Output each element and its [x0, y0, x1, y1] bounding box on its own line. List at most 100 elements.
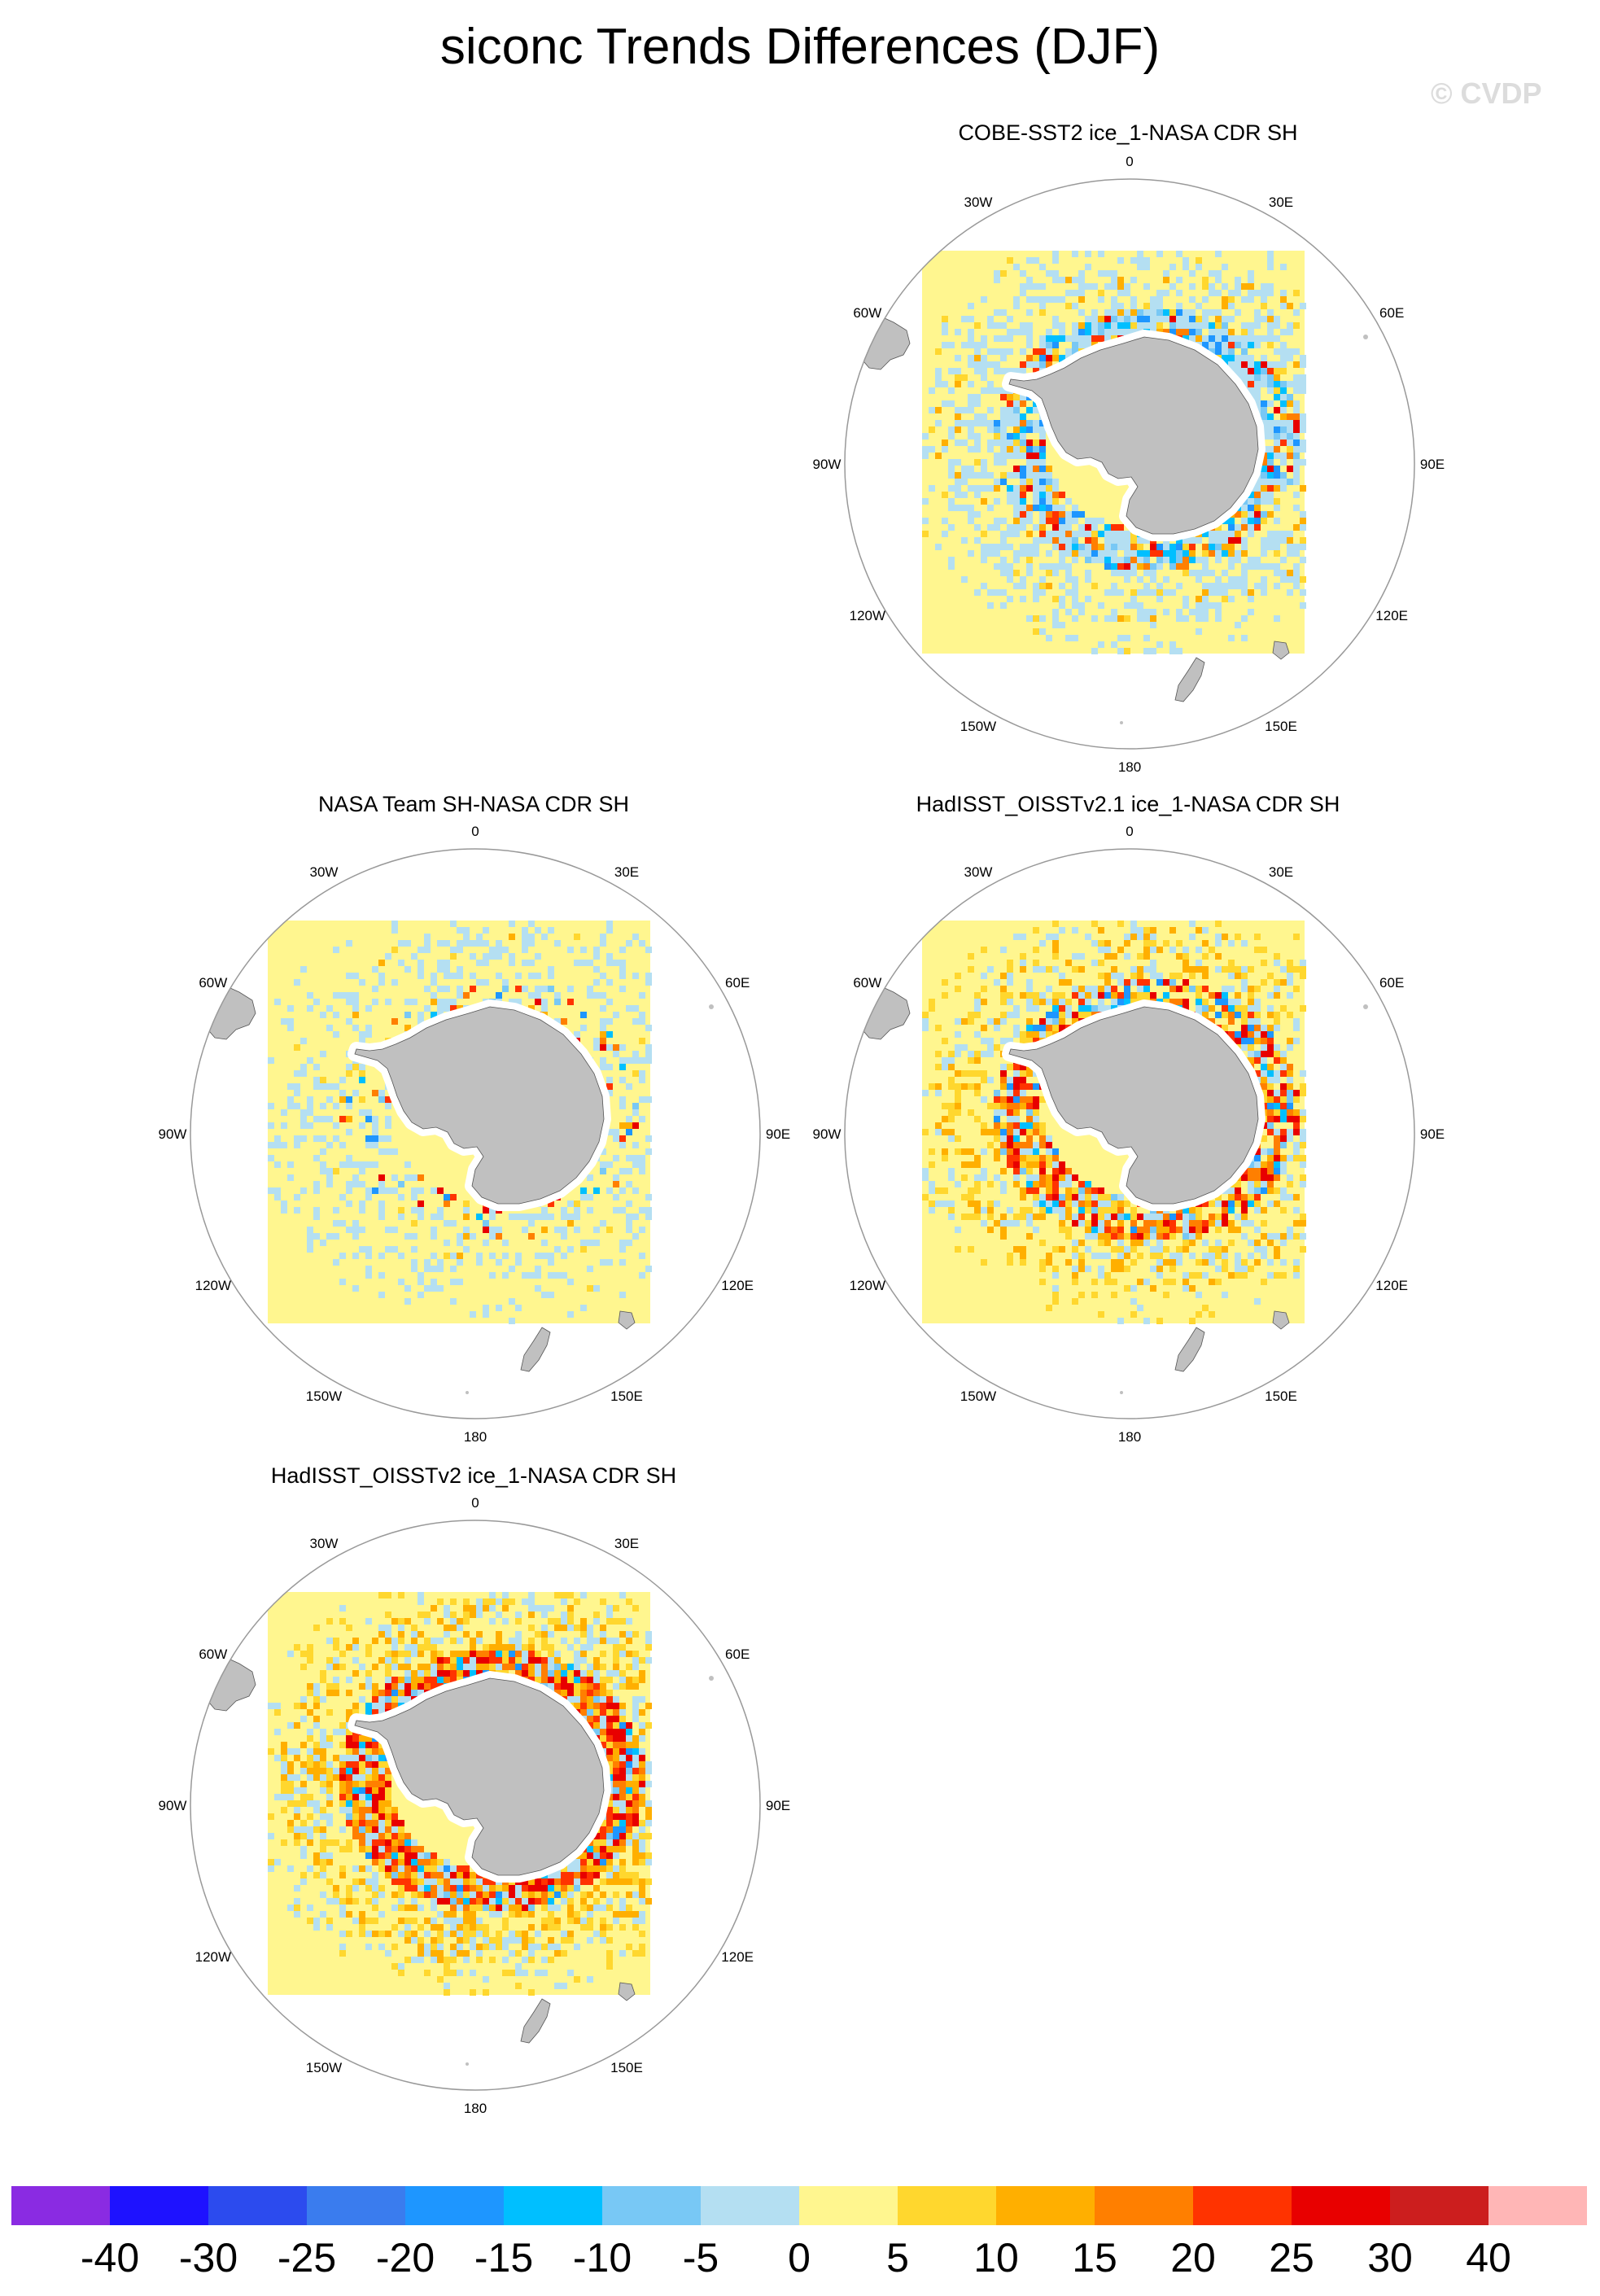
grid-cell	[313, 1918, 320, 1924]
grid-cell	[935, 1200, 942, 1207]
grid-cell	[378, 1135, 385, 1142]
grid-cell	[541, 1207, 548, 1214]
grid-cell	[1254, 479, 1261, 485]
grid-cell	[502, 1657, 509, 1664]
grid-cell	[1222, 342, 1228, 348]
grid-cell	[1020, 583, 1026, 589]
grid-cell	[632, 1794, 639, 1800]
grid-cell	[528, 1644, 535, 1651]
grid-cell	[1111, 1279, 1117, 1285]
grid-cell	[1215, 1279, 1222, 1285]
grid-cell	[1059, 537, 1065, 544]
grid-cell	[1215, 251, 1222, 257]
grid-cell	[593, 1638, 600, 1644]
grid-cell	[1228, 342, 1235, 348]
grid-cell	[1033, 1109, 1039, 1116]
grid-cell	[600, 1057, 606, 1064]
grid-cell	[365, 1800, 372, 1807]
grid-cell	[476, 1878, 483, 1885]
grid-cell	[1156, 1246, 1163, 1253]
grid-cell	[554, 1690, 561, 1696]
grid-cell	[942, 492, 948, 498]
grid-cell	[974, 394, 981, 400]
grid-cell	[1007, 966, 1013, 973]
grid-cell	[1020, 953, 1026, 960]
grid-cell	[352, 1761, 359, 1768]
grid-cell	[619, 1833, 626, 1839]
grid-cell	[1098, 927, 1104, 934]
grid-cell	[561, 1891, 567, 1898]
grid-cell	[1007, 563, 1013, 570]
grid-cell	[1228, 1220, 1235, 1227]
grid-cell	[515, 1891, 522, 1898]
grid-cell	[352, 1787, 359, 1794]
grid-cell	[1209, 1246, 1215, 1253]
grid-cell	[1026, 979, 1033, 986]
grid-cell	[981, 1259, 987, 1266]
grid-cell	[1020, 1077, 1026, 1083]
grid-cell	[1261, 374, 1267, 381]
grid-cell	[463, 1227, 470, 1233]
grid-cell	[1052, 1025, 1059, 1031]
grid-cell	[554, 1657, 561, 1664]
grid-cell	[378, 1625, 385, 1631]
grid-cell	[942, 440, 948, 446]
grid-cell	[1176, 251, 1183, 257]
grid-cell	[535, 1898, 541, 1905]
grid-cell	[1196, 1207, 1202, 1214]
grid-cell	[1098, 1214, 1104, 1220]
grid-cell	[268, 1122, 274, 1129]
grid-cell	[593, 992, 600, 999]
grid-cell	[307, 1735, 313, 1742]
grid-cell	[515, 1664, 522, 1670]
grid-cell	[417, 1207, 424, 1214]
grid-cell	[313, 1761, 320, 1768]
grid-cell	[1287, 1096, 1293, 1103]
grid-cell	[326, 1174, 333, 1181]
grid-cell	[339, 1194, 346, 1200]
grid-cell	[1137, 986, 1143, 992]
grid-cell	[600, 1220, 606, 1227]
grid-cell	[352, 973, 359, 979]
grid-cell	[567, 1911, 574, 1918]
grid-cell	[955, 1103, 961, 1109]
grid-cell	[1248, 1025, 1254, 1031]
grid-cell	[1085, 518, 1091, 524]
grid-cell	[294, 1905, 300, 1911]
grid-cell	[1261, 1044, 1267, 1051]
grid-cell	[378, 1891, 385, 1898]
grid-cell	[1078, 296, 1085, 303]
grid-cell	[645, 1820, 652, 1826]
grid-cell	[587, 1865, 593, 1872]
grid-cell	[1085, 264, 1091, 270]
grid-cell	[981, 550, 987, 557]
grid-cell	[626, 1057, 632, 1064]
grid-cell	[1287, 1077, 1293, 1083]
grid-cell	[1000, 453, 1007, 459]
grid-cell	[955, 492, 961, 498]
grid-cell	[1059, 355, 1065, 361]
grid-cell	[378, 1931, 385, 1937]
grid-cell	[496, 1885, 502, 1891]
grid-cell	[1209, 1220, 1215, 1227]
grid-cell	[1274, 1103, 1280, 1109]
grid-cell	[411, 1931, 417, 1937]
grid-cell	[1248, 1038, 1254, 1044]
grid-cell	[1241, 973, 1248, 979]
grid-cell	[1189, 609, 1196, 615]
grid-cell	[955, 1096, 961, 1103]
grid-cell	[574, 1031, 580, 1038]
grid-cell	[994, 459, 1000, 466]
grid-cell	[1020, 1064, 1026, 1070]
grid-cell	[352, 1181, 359, 1187]
grid-cell	[365, 1142, 372, 1148]
grid-cell	[1059, 1025, 1065, 1031]
grid-cell	[365, 1885, 372, 1891]
grid-cell	[509, 1598, 515, 1605]
grid-cell	[1046, 570, 1052, 576]
grid-cell	[274, 1794, 281, 1800]
grid-cell	[974, 1116, 981, 1122]
grid-cell	[391, 1859, 398, 1865]
grid-cell	[994, 1129, 1000, 1135]
grid-cell	[639, 1761, 645, 1768]
